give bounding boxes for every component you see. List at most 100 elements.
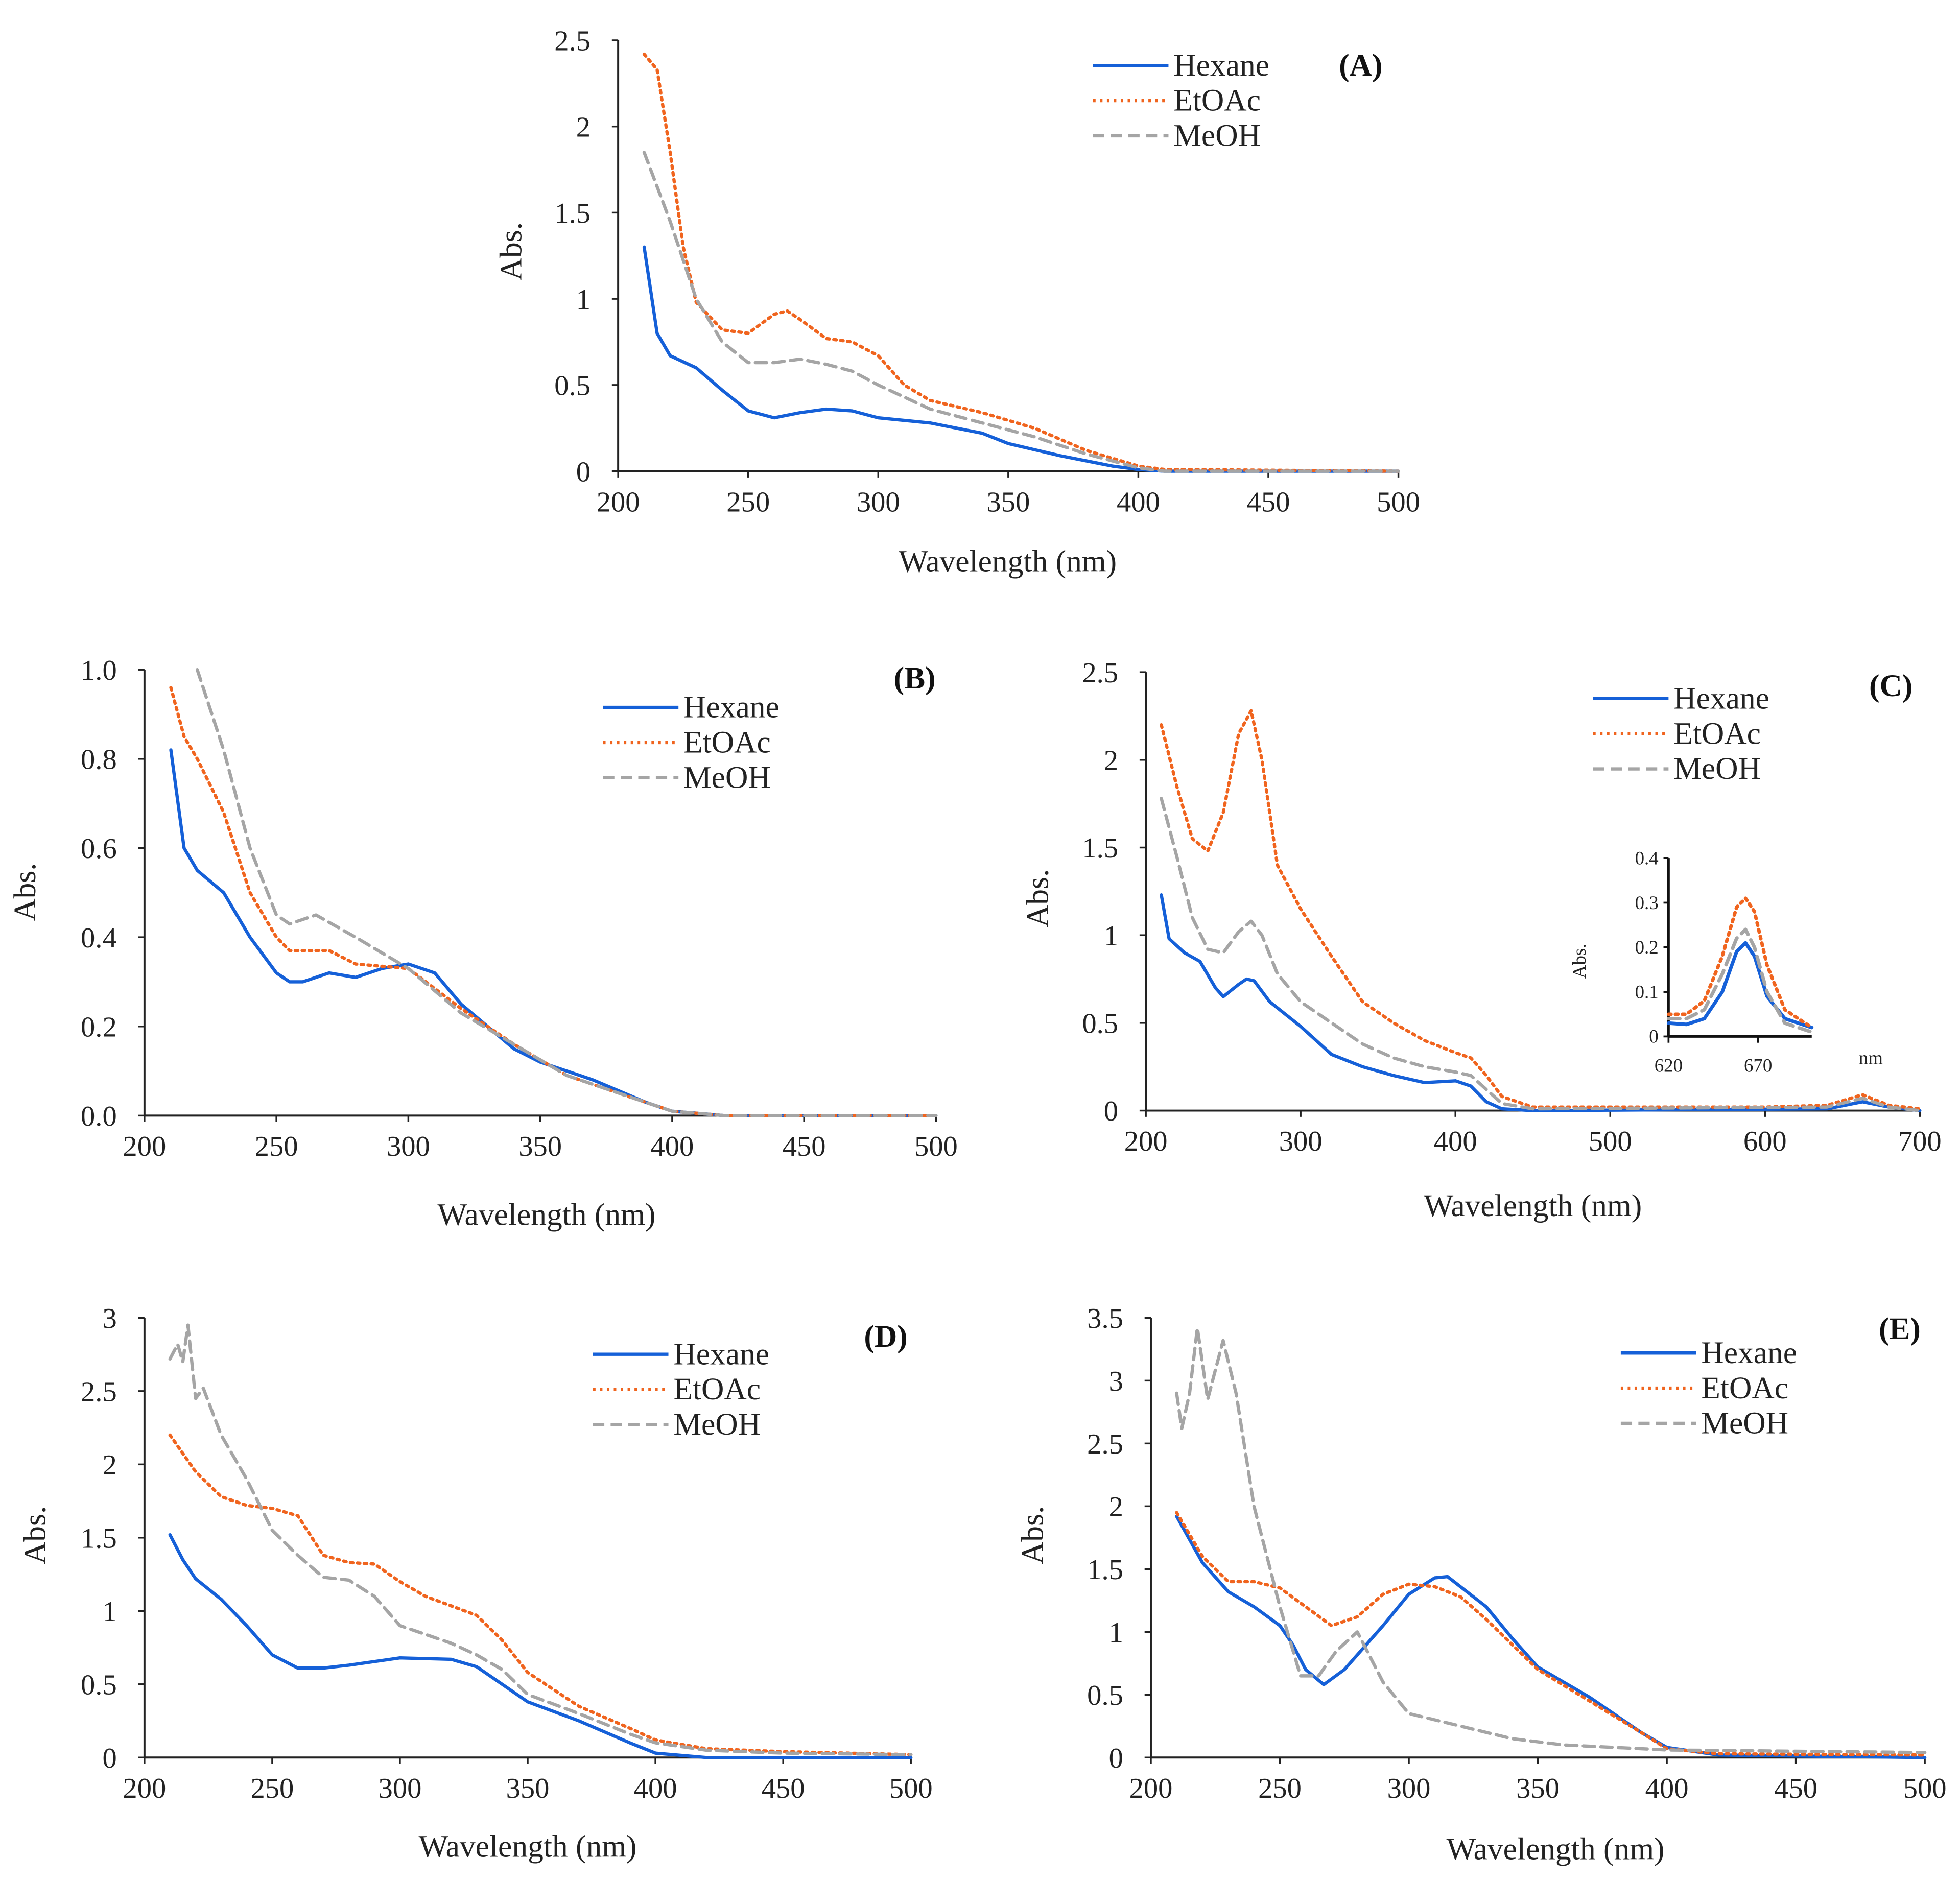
series-etoac	[168, 1433, 913, 1756]
y-tick-label: 2.5	[554, 26, 591, 57]
series-etoac	[1160, 709, 1922, 1111]
y-tick-label: 1	[576, 284, 591, 316]
legend-label-meoh: MeOH	[1673, 751, 1761, 786]
inset-chart: 620 670 nm 0 0.1 0.2 0.3 0.4 Abs.	[1569, 847, 1883, 1076]
y-tick-label: 1	[102, 1596, 116, 1628]
series-hexane	[168, 1533, 913, 1759]
y-tick-label: 3	[1109, 1366, 1123, 1397]
x-tick-label: 400	[1434, 1126, 1477, 1157]
x-axis-label: Wavelength (nm)	[899, 544, 1117, 579]
legend-label-etoac: EtOAc	[1173, 83, 1261, 118]
x-tick-label: 600	[1743, 1126, 1787, 1157]
y-tick-label: 1.5	[554, 198, 591, 229]
legend-label-etoac: EtOAc	[1701, 1371, 1788, 1405]
legend-label-etoac: EtOAc	[683, 725, 771, 760]
y-tick-label: 2	[1109, 1491, 1123, 1523]
y-tick-label: 2.5	[81, 1376, 117, 1408]
y-axis-label: Abs.	[494, 222, 529, 280]
x-axis-label: Wavelength (nm)	[437, 1197, 655, 1232]
y-tick-label: 1	[1109, 1617, 1123, 1649]
y-tick-label: 2	[102, 1449, 116, 1481]
x-tick-label: 200	[1124, 1126, 1168, 1157]
x-tick-label: 300	[1279, 1126, 1323, 1157]
y-tick-label: 0.5	[81, 1669, 117, 1701]
x-axis-label: Wavelength (nm)	[419, 1829, 637, 1864]
series-meoh	[642, 151, 1400, 473]
x-tick-label: 200	[597, 486, 640, 518]
inset-x-tick-label: 670	[1744, 1055, 1772, 1076]
y-tick-label: 0	[102, 1743, 116, 1774]
y-tick-label: 0.5	[554, 370, 591, 402]
x-axis-label: Wavelength (nm)	[1424, 1188, 1642, 1223]
x-tick-label: 450	[762, 1773, 805, 1804]
inset-y-tick-label: 0.3	[1635, 892, 1659, 913]
x-axis-label: Wavelength (nm)	[1447, 1831, 1665, 1866]
x-tick-label: 450	[1247, 486, 1290, 518]
legend-label-meoh: MeOH	[673, 1407, 761, 1442]
legend-label-hexane: Hexane	[1673, 681, 1769, 716]
legend-label-hexane: Hexane	[673, 1337, 769, 1371]
x-tick-label: 450	[1774, 1773, 1817, 1804]
panel-c: 200 300 400 500 600 700 0 0.5 1 1.5 2 2.5 Wavelength…	[1020, 657, 1941, 1223]
legend-label-hexane: Hexane	[1173, 48, 1269, 83]
y-tick-label: 0	[1109, 1743, 1123, 1774]
inset-y-tick-label: 0	[1649, 1026, 1658, 1047]
y-tick-label: 0	[576, 456, 591, 488]
inset-y-axis-label: Abs.	[1569, 944, 1590, 979]
y-tick-label: 0.5	[1082, 1008, 1118, 1040]
y-tick-label: 0.0	[81, 1101, 117, 1132]
inset-y-tick-label: 0.4	[1635, 847, 1659, 868]
x-tick-label: 500	[1377, 486, 1420, 518]
x-tick-label: 200	[123, 1131, 166, 1162]
inset-x-unit: nm	[1859, 1047, 1883, 1068]
x-tick-label: 300	[857, 486, 900, 518]
x-tick-label: 350	[506, 1773, 550, 1804]
legend-label-hexane: Hexane	[1701, 1336, 1797, 1370]
inset-y-tick-label: 0.1	[1635, 981, 1659, 1002]
y-tick-label: 0.8	[81, 744, 117, 776]
y-tick-label: 0.6	[81, 833, 117, 865]
series-hexane	[1160, 893, 1922, 1112]
y-axis-label: Abs.	[8, 863, 42, 921]
inset-x-tick-label: 620	[1655, 1055, 1683, 1076]
panel-label: (C)	[1869, 669, 1912, 703]
x-tick-label: 250	[726, 486, 770, 518]
x-tick-label: 250	[1258, 1773, 1302, 1804]
x-tick-label: 500	[889, 1773, 933, 1804]
panel-a: 200 250 300 350 400 450 500 0 0.5 1 1.5 2 2.5 Wavelen…	[494, 26, 1420, 579]
series-etoac	[169, 685, 938, 1117]
x-tick-label: 350	[986, 486, 1030, 518]
panel-label: (B)	[894, 661, 936, 696]
y-tick-label: 1.5	[1082, 832, 1118, 864]
y-tick-label: 1	[1104, 920, 1118, 952]
x-tick-label: 300	[387, 1131, 430, 1162]
y-axis-label: Abs.	[18, 1506, 53, 1564]
panel-label: (D)	[864, 1319, 907, 1354]
y-tick-label: 0.2	[81, 1011, 117, 1043]
x-tick-label: 500	[1903, 1773, 1947, 1804]
series-etoac	[642, 52, 1400, 473]
inset-series-meoh	[1666, 927, 1814, 1034]
x-tick-label: 450	[783, 1131, 826, 1162]
x-tick-label: 200	[123, 1773, 166, 1804]
x-tick-label: 400	[650, 1131, 694, 1162]
legend-label-meoh: MeOH	[683, 760, 771, 795]
inset-y-tick-label: 0.2	[1635, 937, 1659, 958]
series-hexane	[169, 748, 938, 1117]
y-axis-label: Abs.	[1015, 1506, 1050, 1564]
x-tick-label: 350	[518, 1131, 562, 1162]
y-tick-label: 1.5	[1087, 1554, 1123, 1586]
series-etoac	[1175, 1511, 1927, 1757]
x-tick-label: 500	[1589, 1126, 1632, 1157]
x-tick-label: 400	[1645, 1773, 1689, 1804]
x-tick-label: 250	[255, 1131, 298, 1162]
legend-label-hexane: Hexane	[683, 690, 780, 725]
x-tick-label: 400	[1117, 486, 1160, 518]
y-tick-label: 2	[1104, 745, 1118, 777]
panel-e: 200 250 300 350 400 450 500 0 0.5 1 1.5 2 2.5 3 3.5 Wav…	[1015, 1303, 1946, 1866]
x-tick-label: 300	[1387, 1773, 1431, 1804]
x-tick-label: 200	[1129, 1773, 1173, 1804]
panel-label: (E)	[1879, 1312, 1921, 1346]
y-tick-label: 1.5	[81, 1522, 117, 1554]
